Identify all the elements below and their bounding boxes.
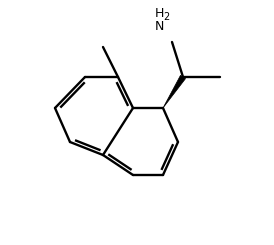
Text: 2: 2 (164, 12, 170, 22)
Text: H: H (155, 7, 164, 20)
Polygon shape (163, 75, 185, 108)
Text: N: N (155, 20, 164, 33)
